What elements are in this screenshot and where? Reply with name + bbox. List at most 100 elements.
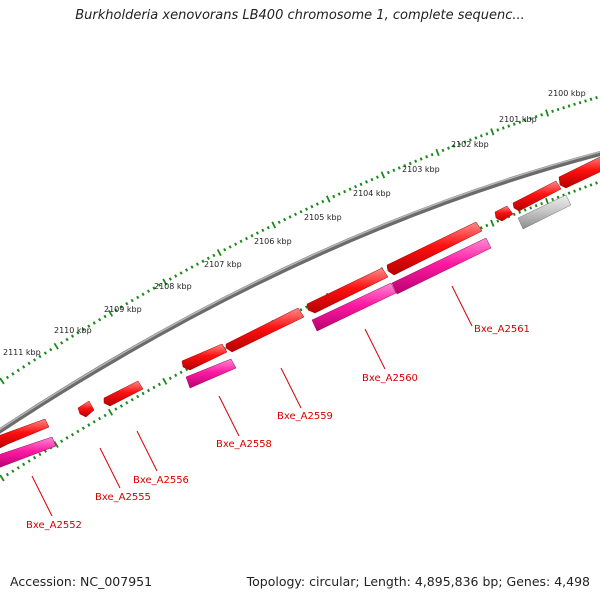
gene-label[interactable]: Bxe_A2559: [277, 411, 333, 422]
gene-feature[interactable]: [558, 155, 600, 189]
minor-tick: [125, 401, 129, 405]
minor-tick: [447, 146, 450, 150]
minor-tick: [141, 292, 145, 297]
major-tick: [162, 278, 168, 286]
minor-tick: [130, 397, 134, 402]
minor-tick: [179, 370, 183, 374]
gene-feature[interactable]: [306, 267, 389, 314]
minor-tick: [70, 334, 75, 338]
minor-tick: [468, 138, 472, 142]
minor-tick: [277, 220, 281, 224]
minor-tick: [501, 126, 505, 130]
tick-label: 2110 kbp: [54, 326, 92, 335]
gene-feature[interactable]: [225, 307, 305, 353]
footer: Accession: NC_007951 Topology: circular;…: [10, 574, 590, 590]
minor-tick: [337, 192, 341, 196]
minor-tick: [146, 289, 151, 293]
minor-tick: [152, 385, 156, 390]
gene-label[interactable]: Bxe_A2552: [26, 520, 82, 531]
gene-label[interactable]: Bxe_A2560: [362, 373, 418, 384]
minor-tick: [463, 140, 467, 144]
minor-tick: [244, 236, 249, 241]
major-tick: [107, 309, 114, 317]
minor-tick: [174, 373, 178, 378]
gene-label[interactable]: Bxe_A2555: [95, 492, 151, 503]
minor-tick: [60, 439, 64, 443]
sequence-title: Burkholderia xenovorans LB400 chromosome…: [75, 8, 525, 23]
gene-label[interactable]: Bxe_A2561: [474, 324, 530, 335]
minor-tick: [288, 215, 292, 219]
minor-tick: [512, 122, 516, 126]
minor-tick: [529, 206, 533, 210]
minor-tick: [584, 99, 587, 103]
minor-tick: [152, 286, 156, 290]
leader-line: [280, 367, 302, 409]
gene-feature[interactable]: [0, 418, 50, 449]
minor-tick: [5, 472, 10, 477]
cds-feature[interactable]: [185, 358, 237, 389]
minor-tick: [485, 223, 489, 228]
gene-feature[interactable]: [512, 180, 562, 212]
major-tick: [162, 377, 168, 385]
minor-tick: [22, 365, 26, 369]
minor-tick: [315, 202, 319, 206]
cds-feature[interactable]: [391, 237, 492, 295]
gene-feature[interactable]: [386, 221, 483, 276]
minor-tick: [92, 420, 96, 424]
minor-tick: [174, 274, 178, 278]
minor-tick: [321, 199, 325, 204]
minor-tick: [556, 195, 560, 199]
minor-tick: [359, 182, 363, 186]
major-tick: [271, 221, 277, 229]
minor-tick: [595, 181, 598, 185]
major-tick: [107, 408, 114, 416]
gene-label[interactable]: Bxe_A2556: [133, 475, 189, 486]
minor-tick: [397, 166, 401, 170]
minor-tick: [168, 277, 172, 281]
minor-tick: [551, 197, 555, 202]
minor-tick: [212, 253, 216, 258]
leader-line: [218, 395, 240, 437]
cds-feature[interactable]: [311, 282, 397, 332]
tick-label: 2101 kbp: [499, 115, 537, 124]
leader-line: [364, 328, 386, 370]
minor-tick: [573, 102, 576, 106]
tick-label: 2102 kbp: [451, 140, 489, 149]
minor-tick: [283, 217, 287, 222]
major-tick: [53, 342, 59, 350]
gene-feature[interactable]: [181, 343, 228, 371]
rna-feature[interactable]: [517, 194, 572, 230]
gene-feature[interactable]: [103, 380, 144, 407]
minor-tick: [507, 124, 511, 128]
minor-tick: [425, 155, 429, 159]
minor-tick: [255, 231, 259, 235]
minor-tick: [364, 180, 369, 184]
minor-tick: [518, 210, 522, 214]
minor-tick: [49, 347, 53, 352]
gene-feature[interactable]: [77, 400, 95, 418]
minor-tick: [234, 242, 238, 246]
minor-tick: [523, 118, 527, 123]
minor-tick: [534, 115, 538, 119]
major-tick: [53, 441, 59, 448]
minor-tick: [567, 104, 571, 108]
minor-tick: [523, 208, 527, 212]
gene-label[interactable]: Bxe_A2558: [216, 439, 272, 450]
cds-feature[interactable]: [0, 436, 57, 468]
minor-tick: [223, 248, 227, 252]
minor-tick: [103, 314, 107, 319]
major-tick: [216, 249, 222, 257]
minor-tick: [386, 170, 390, 175]
gene-feature[interactable]: [494, 205, 514, 222]
minor-tick: [534, 204, 538, 208]
minor-tick: [168, 376, 172, 381]
minor-tick: [98, 416, 102, 421]
minor-tick: [195, 262, 199, 266]
tick-label: 2107 kbp: [204, 260, 242, 269]
leader-line: [136, 430, 158, 472]
minor-tick: [92, 321, 96, 325]
minor-tick: [304, 207, 309, 211]
minor-tick: [430, 153, 434, 157]
minor-tick: [458, 142, 461, 146]
